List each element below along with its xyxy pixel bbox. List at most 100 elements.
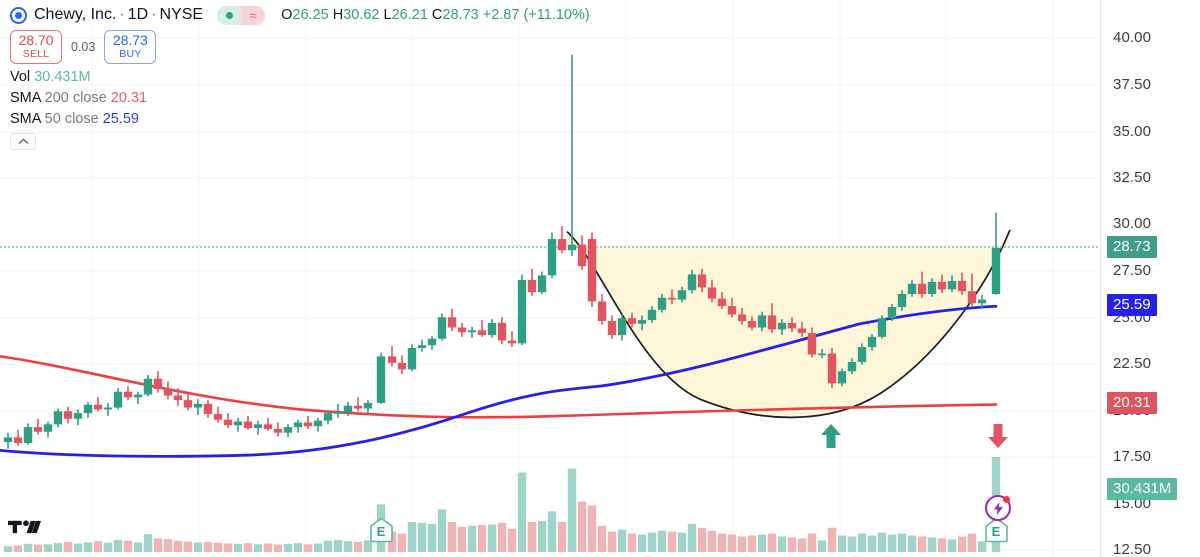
candle-body[interactable] bbox=[877, 318, 887, 337]
indicator-row[interactable]: SMA 50 close 25.59 bbox=[10, 111, 590, 127]
candle-body[interactable] bbox=[223, 419, 233, 426]
candle-body[interactable] bbox=[617, 318, 627, 335]
candle-body[interactable] bbox=[487, 322, 497, 335]
candle-body[interactable] bbox=[807, 333, 817, 355]
indicator-row[interactable]: Vol 30.431M bbox=[10, 69, 590, 85]
candle-body[interactable] bbox=[827, 353, 837, 384]
candle-body[interactable] bbox=[857, 347, 867, 362]
candle-body[interactable] bbox=[757, 315, 767, 328]
candle-body[interactable] bbox=[163, 388, 173, 396]
candle-body[interactable] bbox=[233, 421, 243, 426]
candle-body[interactable] bbox=[173, 395, 183, 401]
candle-body[interactable] bbox=[303, 422, 313, 427]
candle-body[interactable] bbox=[507, 340, 517, 344]
candle-body[interactable] bbox=[467, 330, 477, 333]
candles-style-icon[interactable] bbox=[217, 5, 242, 25]
candle-body[interactable] bbox=[113, 391, 123, 408]
candle-body[interactable] bbox=[323, 413, 333, 421]
collapse-legend-button[interactable] bbox=[10, 133, 36, 151]
candle-body[interactable] bbox=[927, 281, 937, 294]
candle-body[interactable] bbox=[867, 336, 877, 348]
candle-body[interactable] bbox=[397, 362, 407, 370]
candle-body[interactable] bbox=[647, 309, 657, 321]
candle-body[interactable] bbox=[143, 378, 153, 395]
candle-body[interactable] bbox=[447, 317, 457, 328]
candle-body[interactable] bbox=[417, 345, 427, 348]
candle-body[interactable] bbox=[547, 239, 557, 276]
candle-body[interactable] bbox=[497, 322, 507, 341]
candle-body[interactable] bbox=[697, 274, 707, 288]
candle-body[interactable] bbox=[967, 291, 977, 304]
candle-body[interactable] bbox=[23, 427, 33, 443]
candle-body[interactable] bbox=[203, 403, 213, 415]
candle-body[interactable] bbox=[243, 421, 253, 429]
candle-body[interactable] bbox=[577, 244, 587, 267]
candle-body[interactable] bbox=[897, 294, 907, 308]
candle-body[interactable] bbox=[817, 353, 827, 356]
cup-and-handle-curve[interactable] bbox=[566, 229, 1011, 419]
candle-body[interactable] bbox=[43, 424, 53, 432]
candle-body[interactable] bbox=[977, 299, 987, 304]
candle-body[interactable] bbox=[747, 320, 757, 328]
sma50-price-badge[interactable]: 25.59 bbox=[1107, 294, 1157, 316]
candle-body[interactable] bbox=[376, 356, 386, 403]
chart-style-pill-group[interactable]: ≈ bbox=[217, 5, 266, 25]
candle-body[interactable] bbox=[293, 422, 303, 428]
candle-body[interactable] bbox=[343, 405, 353, 413]
candle-body[interactable] bbox=[437, 317, 447, 339]
candle-body[interactable] bbox=[737, 314, 747, 321]
candle-body[interactable] bbox=[627, 318, 637, 324]
candle-body[interactable] bbox=[283, 427, 293, 433]
candle-body[interactable] bbox=[83, 404, 93, 414]
candle-body[interactable] bbox=[557, 239, 567, 251]
candle-body[interactable] bbox=[597, 301, 607, 321]
buy-button[interactable]: 28.73 BUY bbox=[104, 30, 157, 65]
candle-body[interactable] bbox=[407, 347, 417, 370]
candle-body[interactable] bbox=[133, 394, 143, 398]
candle-body[interactable] bbox=[427, 338, 437, 346]
candle-body[interactable] bbox=[567, 244, 577, 251]
candle-body[interactable] bbox=[527, 280, 537, 293]
chart-plot-area[interactable] bbox=[0, 0, 1100, 557]
candle-body[interactable] bbox=[657, 297, 667, 310]
tradingview-logo[interactable] bbox=[8, 516, 42, 543]
indicator-template-icon[interactable]: ≈ bbox=[241, 5, 266, 25]
candle-body[interactable] bbox=[123, 391, 133, 398]
candle-body[interactable] bbox=[587, 239, 597, 302]
news-event-marker[interactable] bbox=[985, 495, 1011, 521]
candle-body[interactable] bbox=[917, 283, 927, 294]
candle-body[interactable] bbox=[957, 280, 967, 292]
candle-body[interactable] bbox=[353, 405, 363, 409]
candle-body[interactable] bbox=[717, 298, 727, 307]
candle-body[interactable] bbox=[93, 404, 103, 410]
candle-body[interactable] bbox=[103, 407, 113, 410]
candle-body[interactable] bbox=[677, 290, 687, 300]
candle-body[interactable] bbox=[387, 356, 397, 363]
earnings-marker[interactable]: E bbox=[369, 517, 394, 543]
earnings-marker[interactable]: E bbox=[984, 517, 1009, 543]
candle-body[interactable] bbox=[477, 330, 487, 335]
candle-body[interactable] bbox=[3, 437, 13, 443]
candle-body[interactable] bbox=[73, 413, 83, 419]
candle-body[interactable] bbox=[63, 411, 73, 419]
symbol-title[interactable]: Chewy, Inc. · 1D · NYSE bbox=[34, 6, 203, 24]
candle-body[interactable] bbox=[253, 424, 263, 429]
candle-body[interactable] bbox=[637, 320, 647, 324]
price-axis[interactable]: 40.00 37.50 35.00 32.50 30.00 27.50 25.00 22.50… bbox=[1100, 0, 1200, 557]
candle-body[interactable] bbox=[13, 437, 23, 443]
candle-body[interactable] bbox=[667, 297, 677, 300]
candle-body[interactable] bbox=[937, 281, 947, 290]
candle-body[interactable] bbox=[727, 306, 737, 315]
candle-body[interactable] bbox=[313, 420, 323, 427]
candle-body[interactable] bbox=[797, 328, 807, 334]
candle-body[interactable] bbox=[33, 427, 43, 432]
indicator-row[interactable]: SMA 200 close 20.31 bbox=[10, 90, 590, 106]
candle-body[interactable] bbox=[183, 400, 193, 408]
candle-body[interactable] bbox=[53, 411, 63, 425]
candle-body[interactable] bbox=[907, 283, 917, 294]
candle-body[interactable] bbox=[887, 307, 897, 319]
candle-body[interactable] bbox=[537, 275, 547, 293]
candle-body[interactable] bbox=[847, 361, 857, 372]
candle-body[interactable] bbox=[787, 322, 797, 329]
candle-body[interactable] bbox=[947, 280, 957, 290]
